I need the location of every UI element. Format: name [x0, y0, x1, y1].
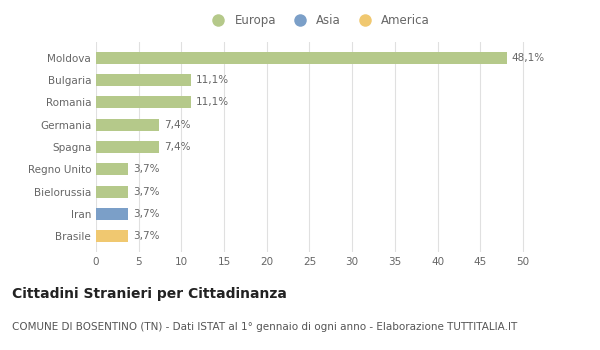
- Text: 11,1%: 11,1%: [196, 97, 229, 107]
- Bar: [96, 208, 128, 220]
- Text: Cittadini Stranieri per Cittadinanza: Cittadini Stranieri per Cittadinanza: [12, 287, 287, 301]
- Text: 7,4%: 7,4%: [164, 142, 191, 152]
- Bar: [96, 141, 159, 153]
- Bar: [96, 119, 159, 131]
- Text: 7,4%: 7,4%: [164, 120, 191, 130]
- Bar: [96, 74, 191, 86]
- Text: 48,1%: 48,1%: [512, 53, 545, 63]
- Legend: Europa, Asia, America: Europa, Asia, America: [202, 9, 434, 32]
- Bar: [96, 230, 128, 243]
- Text: 3,7%: 3,7%: [133, 164, 159, 174]
- Bar: [96, 96, 191, 108]
- Bar: [96, 51, 506, 64]
- Text: 3,7%: 3,7%: [133, 187, 159, 197]
- Text: COMUNE DI BOSENTINO (TN) - Dati ISTAT al 1° gennaio di ogni anno - Elaborazione : COMUNE DI BOSENTINO (TN) - Dati ISTAT al…: [12, 322, 517, 332]
- Text: 3,7%: 3,7%: [133, 209, 159, 219]
- Bar: [96, 163, 128, 175]
- Text: 11,1%: 11,1%: [196, 75, 229, 85]
- Text: 3,7%: 3,7%: [133, 231, 159, 241]
- Bar: [96, 186, 128, 198]
